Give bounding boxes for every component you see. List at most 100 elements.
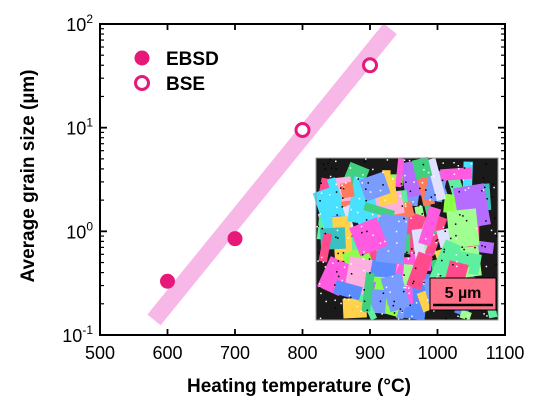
inset-border bbox=[315, 157, 499, 321]
speckle bbox=[455, 234, 457, 237]
speckle bbox=[361, 254, 364, 256]
speckle bbox=[496, 162, 498, 165]
speckle bbox=[393, 312, 396, 314]
speckle bbox=[340, 302, 342, 305]
speckle bbox=[419, 205, 422, 207]
speckle bbox=[432, 175, 435, 177]
speckle bbox=[382, 184, 384, 186]
speckle bbox=[328, 193, 331, 196]
speckle bbox=[401, 310, 404, 313]
grain-patch bbox=[339, 181, 355, 199]
speckle bbox=[454, 223, 457, 225]
speckle bbox=[318, 286, 321, 289]
speckle bbox=[481, 244, 483, 247]
speckle bbox=[495, 235, 498, 237]
speckle bbox=[379, 189, 382, 192]
speckle bbox=[494, 232, 497, 235]
speckle bbox=[364, 158, 367, 160]
speckle bbox=[329, 158, 332, 161]
speckle bbox=[318, 283, 321, 285]
speckle bbox=[435, 241, 437, 244]
speckle bbox=[363, 269, 365, 272]
grain-patch bbox=[459, 309, 472, 321]
y-axis-label: Average grain size (µm) bbox=[18, 70, 39, 283]
speckle bbox=[317, 225, 319, 228]
grain-patch bbox=[427, 239, 461, 287]
speckle bbox=[408, 318, 411, 320]
speckle bbox=[455, 237, 458, 240]
x-axis-label: Heating temperature (°C) bbox=[187, 376, 411, 397]
speckle bbox=[349, 167, 352, 169]
x-tick-label: 600 bbox=[152, 343, 182, 363]
speckle bbox=[401, 311, 403, 314]
speckle bbox=[415, 302, 418, 304]
speckle bbox=[439, 275, 442, 277]
speckle bbox=[439, 202, 442, 204]
speckle bbox=[356, 211, 359, 214]
speckle bbox=[347, 237, 349, 239]
legend-marker bbox=[134, 75, 150, 91]
speckle bbox=[350, 273, 353, 275]
speckle bbox=[495, 263, 497, 266]
speckle bbox=[341, 184, 343, 186]
speckle bbox=[341, 279, 343, 282]
speckle bbox=[358, 197, 361, 200]
speckle bbox=[366, 230, 368, 233]
grain-patch bbox=[369, 259, 397, 278]
grain-patch bbox=[349, 217, 388, 257]
speckle bbox=[365, 219, 368, 221]
speckle bbox=[347, 298, 350, 301]
speckle bbox=[384, 240, 386, 243]
y-tick-label: 10-1 bbox=[62, 323, 93, 346]
speckle bbox=[371, 213, 374, 216]
x-tick-label: 700 bbox=[220, 343, 250, 363]
speckle bbox=[342, 252, 345, 254]
grain-patch bbox=[380, 272, 411, 313]
legend-label: EBSD bbox=[166, 49, 219, 70]
speckle bbox=[367, 182, 369, 184]
speckle bbox=[482, 176, 485, 179]
data-points bbox=[160, 57, 378, 289]
speckle bbox=[455, 254, 458, 256]
speckle bbox=[386, 159, 389, 161]
speckle bbox=[463, 167, 466, 169]
grain-patch bbox=[418, 206, 442, 247]
speckle bbox=[466, 254, 469, 256]
speckle bbox=[335, 191, 338, 193]
x-tick-label: 500 bbox=[85, 343, 115, 363]
speckle bbox=[409, 190, 412, 193]
speckle bbox=[459, 214, 461, 216]
speckle bbox=[334, 284, 336, 286]
speckle bbox=[384, 199, 386, 202]
axis-ticks: 500 600 700 800 900 1000 1100 10-1 100 101 102 bbox=[62, 12, 524, 363]
ebsd-inset-map: 5 µm bbox=[312, 156, 499, 321]
speckle bbox=[319, 317, 322, 320]
speckle bbox=[362, 174, 364, 176]
x-tick-label: 800 bbox=[287, 343, 317, 363]
speckle bbox=[466, 314, 469, 317]
grain-patch bbox=[406, 251, 433, 291]
speckle bbox=[496, 309, 498, 312]
speckle bbox=[379, 242, 382, 244]
speckle bbox=[443, 251, 445, 253]
speckle bbox=[345, 182, 347, 184]
speckle bbox=[400, 183, 403, 185]
speckle bbox=[335, 236, 337, 239]
grain-patch bbox=[358, 171, 391, 202]
speckle bbox=[402, 290, 405, 293]
speckle bbox=[356, 177, 358, 179]
speckle bbox=[484, 246, 486, 248]
speckle bbox=[423, 169, 425, 171]
speckle bbox=[410, 217, 412, 219]
speckle bbox=[443, 248, 446, 251]
speckle bbox=[435, 240, 437, 242]
speckle bbox=[343, 266, 346, 268]
speckle bbox=[403, 274, 405, 276]
speckle bbox=[481, 189, 483, 192]
speckle bbox=[462, 215, 464, 217]
speckle bbox=[372, 168, 374, 171]
speckle bbox=[407, 287, 410, 289]
speckle bbox=[462, 179, 465, 181]
speckle bbox=[366, 309, 369, 312]
speckle bbox=[433, 234, 435, 236]
